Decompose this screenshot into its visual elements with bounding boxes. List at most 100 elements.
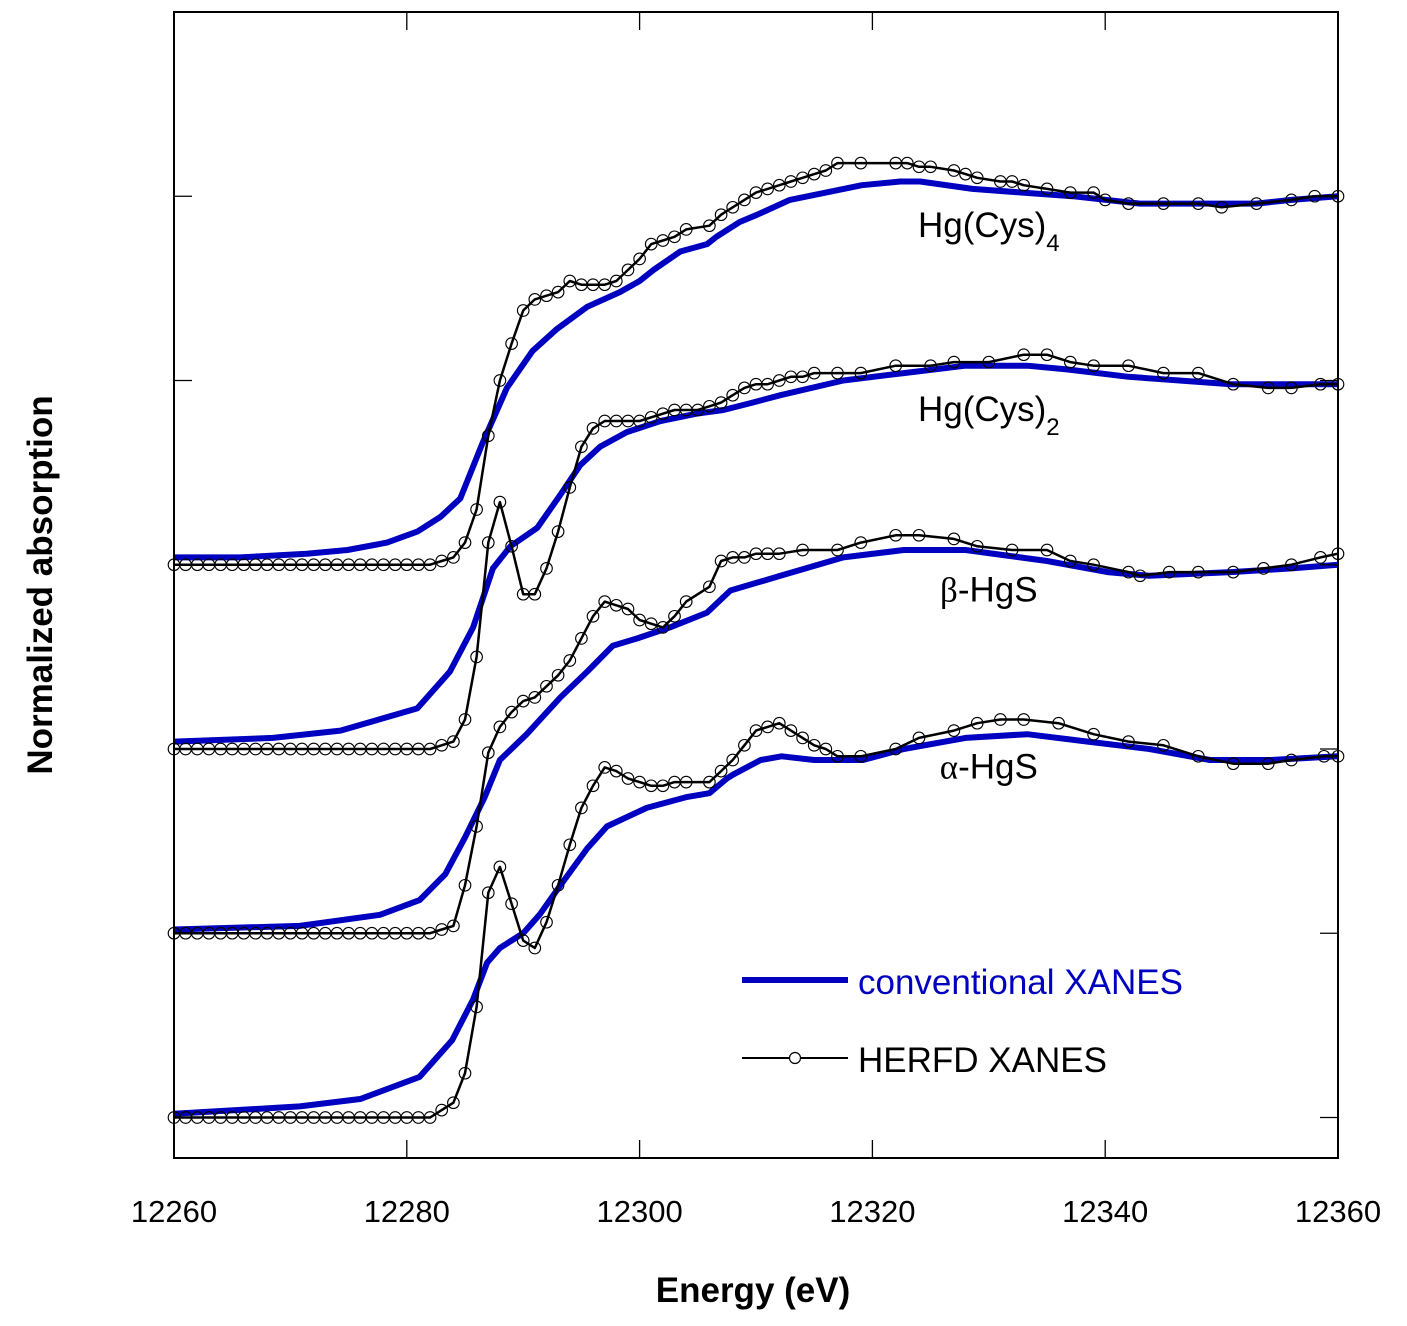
herfd-point: [772, 178, 786, 192]
herfd-point: [703, 399, 716, 413]
herfd-point: [807, 167, 821, 181]
herfd-point: [1098, 193, 1112, 207]
herfd-point: [947, 532, 961, 546]
herfd-point: [784, 175, 798, 188]
label-main: -HgS: [958, 571, 1038, 610]
herfd-point: [633, 613, 646, 627]
herfd-point: [1063, 554, 1077, 568]
herfd-point: [551, 668, 565, 682]
herfd-point: [970, 716, 984, 730]
herfd-point: [796, 731, 809, 745]
herfd-point: [1285, 753, 1298, 767]
herfd-point: [598, 595, 612, 608]
label-hg-cys-4: Hg(Cys)4: [918, 206, 1060, 257]
y-axis-ticks: [174, 195, 1338, 1119]
herfd-point: [738, 381, 751, 395]
herfd-point: [831, 366, 844, 380]
x-tick-label: 12300: [596, 1194, 682, 1229]
spectrum-hg-cys-4: [167, 156, 1345, 572]
herfd-point: [423, 742, 437, 756]
series-layer: [167, 156, 1345, 1124]
x-axis-title: Energy (eV): [656, 1271, 851, 1310]
herfd-point: [470, 503, 483, 516]
herfd-point: [563, 838, 577, 852]
herfd-point: [435, 554, 449, 568]
x-axis-tick-labels: 12260 12280 12300 12320 12340 12360: [131, 1194, 1381, 1229]
herfd-point: [551, 285, 565, 299]
herfd-point: [563, 481, 577, 494]
herfd-point: [470, 650, 483, 664]
herfd-point: [679, 223, 693, 236]
herfd-point: [959, 167, 972, 181]
herfd-point: [609, 764, 623, 778]
herfd-point: [551, 878, 565, 892]
herfd-point: [481, 746, 495, 760]
herfd-point: [1226, 757, 1240, 771]
x-tick-label: 12280: [364, 1194, 450, 1229]
herfd-point: [656, 621, 670, 634]
herfd-point: [679, 775, 693, 789]
herfd-point: [505, 337, 518, 350]
herfd-point: [458, 713, 472, 726]
herfd-point: [540, 289, 553, 303]
herfd-point: [668, 609, 681, 623]
herfd-point: [621, 772, 635, 785]
herfd-point: [1285, 381, 1298, 395]
herfd-point: [1052, 716, 1065, 730]
herfd-point: [1215, 200, 1228, 214]
herfd-point: [644, 237, 658, 251]
herfd-point: [470, 1000, 483, 1014]
herfd-point: [1261, 381, 1275, 395]
conventional-xanes-line: [174, 178, 1339, 561]
herfd-xanes-line: [174, 718, 1338, 1119]
x-tick-label: 12260: [131, 1194, 217, 1229]
herfd-point: [656, 779, 670, 793]
herfd-point: [796, 171, 809, 185]
herfd-point: [435, 738, 449, 752]
herfd-point: [1285, 193, 1298, 207]
herfd-point: [528, 587, 542, 601]
herfd-point: [609, 274, 623, 288]
x-axis-ticks: [173, 12, 1339, 1158]
x-tick-label: 12340: [1062, 1194, 1148, 1229]
herfd-point: [1317, 749, 1331, 763]
herfd-point: [807, 738, 821, 752]
legend: conventional XANES HERFD XANES: [742, 963, 1183, 1080]
herfd-point: [1261, 757, 1275, 771]
herfd-point: [481, 536, 495, 549]
herfd-point: [633, 775, 646, 789]
herfd-point: [621, 602, 635, 616]
herfd-point: [947, 355, 961, 369]
herfd-point: [1040, 348, 1054, 362]
herfd-point: [1314, 551, 1327, 564]
herfd-point: [563, 274, 577, 288]
herfd-point: [586, 422, 600, 435]
herfd-point: [1017, 348, 1031, 362]
herfd-point: [609, 598, 623, 612]
herfd-point: [970, 539, 984, 553]
herfd-point: [423, 926, 437, 940]
herfd-point: [668, 230, 681, 244]
herfd-point: [889, 359, 903, 373]
herfd-point: [458, 878, 472, 892]
herfd-point: [761, 377, 774, 391]
herfd-point: [493, 374, 507, 387]
conventional-xanes-line: [173, 362, 1338, 745]
herfd-point: [493, 860, 507, 874]
herfd-point: [854, 749, 868, 763]
conventional-xanes-line: [173, 547, 1339, 933]
herfd-point: [575, 632, 588, 645]
herfd-point: [435, 1103, 449, 1117]
herfd-point: [586, 779, 600, 793]
herfd-point: [1040, 543, 1054, 557]
herfd-point: [912, 528, 926, 542]
herfd-point: [447, 1096, 460, 1110]
herfd-point: [1005, 175, 1019, 188]
herfd-xanes-line: [174, 161, 1338, 566]
label-main: Hg(Cys): [918, 390, 1046, 429]
herfd-point: [1122, 359, 1135, 373]
herfd-point: [644, 410, 658, 424]
herfd-point: [505, 705, 518, 719]
herfd-point: [1017, 713, 1031, 726]
